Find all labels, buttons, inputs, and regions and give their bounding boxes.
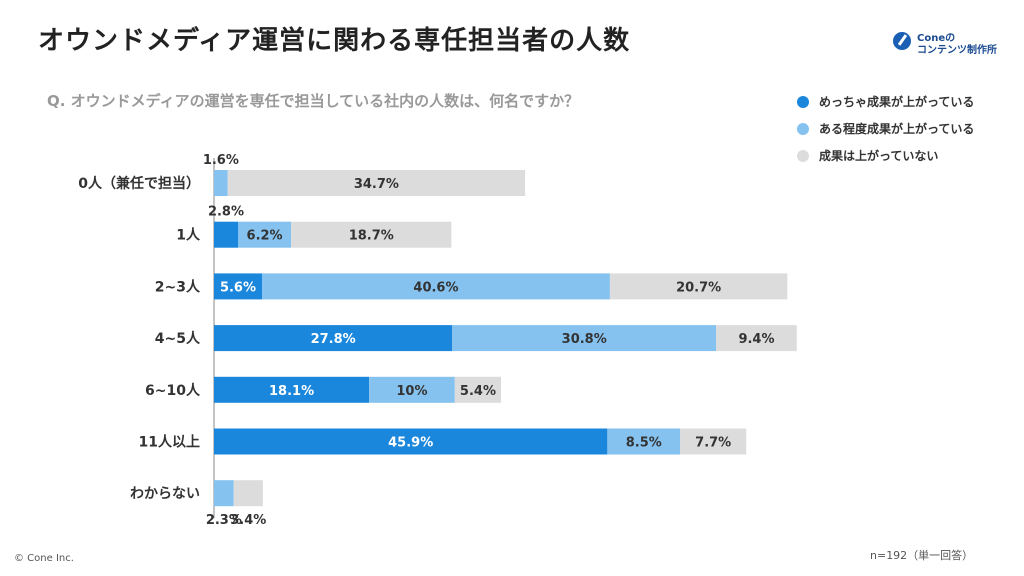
category-label: 0人（兼任で担当） [78, 175, 200, 192]
data-label: 10% [396, 384, 427, 399]
category-label: 11人以上 [139, 434, 200, 451]
bar-somewhat-successful [452, 325, 717, 352]
bar-not-successful [227, 170, 526, 196]
legend-item-very-successful: めっちゃ成果が上がっている [797, 88, 974, 115]
logo-line2: コンテンツ制作所 [917, 45, 997, 56]
legend-dot-icon [797, 95, 809, 108]
category-label: 4~5人 [155, 330, 201, 347]
bar-very-successful [214, 221, 238, 248]
data-label: 2.8% [208, 205, 244, 220]
bar-somewhat-successful [607, 428, 681, 455]
data-label: 20.7% [676, 280, 721, 295]
bar-somewhat-successful [237, 221, 292, 248]
legend-label: めっちゃ成果が上がっている [819, 95, 975, 109]
category-label: 6~10人 [145, 382, 201, 399]
logo-line1: Coneの [917, 33, 956, 44]
data-label: 7.7% [695, 436, 731, 451]
chart-legend: めっちゃ成果が上がっている ある程度成果が上がっている 成果は上がっていない [797, 88, 974, 169]
data-label: 5.6% [220, 280, 256, 295]
bar-very-successful [214, 273, 262, 300]
data-label: 27.8% [311, 332, 356, 347]
legend-dot-icon [797, 149, 809, 162]
legend-label: 成果は上がっていない [819, 149, 939, 163]
bar-not-successful [454, 376, 502, 403]
cone-logo-icon [893, 32, 911, 50]
legend-label: ある程度成果が上がっている [819, 122, 975, 136]
bar-very-successful [214, 428, 608, 455]
legend-item-not-successful: 成果は上がっていない [797, 142, 974, 169]
data-label: 40.6% [413, 280, 458, 295]
bar-not-successful [609, 273, 788, 300]
data-label: 18.1% [269, 384, 314, 399]
bar-not-successful [291, 221, 452, 248]
bar-very-successful [214, 376, 370, 403]
category-label: 1人 [176, 227, 201, 244]
data-label: 3.4% [230, 513, 266, 528]
legend-item-somewhat-successful: ある程度成果が上がっている [797, 115, 974, 142]
bar-very-successful [214, 325, 453, 352]
data-label: 18.7% [349, 229, 394, 244]
data-label: 6.2% [247, 229, 283, 244]
bar-not-successful [716, 325, 797, 352]
bar-somewhat-successful [261, 273, 610, 300]
data-label: 5.4% [460, 384, 496, 399]
data-label: 9.4% [738, 332, 774, 347]
copyright: © Cone Inc. [14, 553, 74, 564]
cone-logo: Coneの コンテンツ制作所 [893, 32, 1013, 56]
legend-dot-icon [797, 122, 809, 135]
bar-not-successful [680, 428, 747, 455]
bar-somewhat-successful [214, 480, 234, 507]
category-label: 2~3人 [155, 278, 201, 295]
category-label: わからない [130, 486, 200, 502]
sample-size-note: n=192（単一回答） [870, 549, 974, 562]
data-label: 8.5% [626, 436, 662, 451]
data-label: 34.7% [354, 177, 399, 192]
data-label: 2.3% [206, 513, 242, 528]
data-label: 45.9% [388, 436, 433, 451]
page-title: オウンドメディア運営に関わる専任担当者の人数 [38, 26, 631, 56]
bar-somewhat-successful [369, 376, 455, 403]
data-label: 1.6% [203, 153, 239, 168]
bar-somewhat-successful [214, 170, 228, 196]
survey-question: Q. オウンドメディアの運営を専任で担当している社内の人数は、何名ですか？ [47, 92, 580, 110]
data-label: 30.8% [562, 332, 607, 347]
bar-not-successful [233, 480, 263, 507]
